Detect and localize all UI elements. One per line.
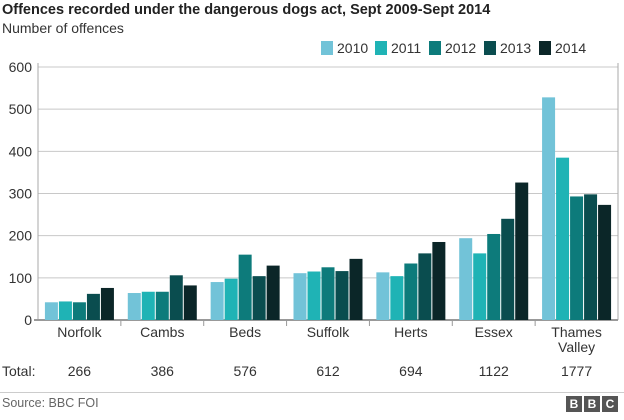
total-value: 694 — [399, 363, 423, 379]
bar-2010-thames-valley — [542, 97, 556, 320]
bar-2010-essex — [459, 238, 473, 320]
bar-2012-suffolk — [321, 267, 335, 320]
legend-swatch — [321, 41, 333, 55]
x-tick-label: Thames — [551, 324, 602, 340]
bar-2010-cambs — [127, 293, 141, 320]
bar-2011-thames-valley — [556, 157, 570, 320]
bar-2011-cambs — [141, 291, 155, 320]
bar-2014-essex — [515, 182, 529, 320]
bar-2010-beds — [210, 282, 224, 320]
bar-2012-thames-valley — [570, 196, 584, 320]
bar-2014-herts — [432, 241, 446, 320]
bar-2013-norfolk — [86, 293, 100, 320]
bar-2013-essex — [501, 218, 515, 320]
y-tick-label: 400 — [9, 143, 33, 159]
totals-label: Total: — [2, 363, 35, 379]
bar-2013-herts — [418, 253, 432, 320]
bar-2014-thames-valley — [598, 204, 612, 320]
x-tick-label: Essex — [475, 324, 513, 340]
bar-2012-cambs — [155, 291, 169, 320]
chart-subtitle: Number of offences — [2, 20, 124, 36]
legend-label: 2013 — [500, 40, 531, 56]
y-tick-label: 300 — [9, 186, 33, 202]
total-value: 1777 — [561, 363, 592, 379]
legend-label: 2014 — [555, 40, 586, 56]
source-note: Source: BBC FOI — [2, 396, 99, 410]
bar-2012-beds — [238, 254, 252, 320]
bar-2011-herts — [390, 276, 404, 320]
divider — [0, 392, 624, 393]
total-value: 266 — [68, 363, 92, 379]
bar-2014-cambs — [183, 285, 197, 320]
bar-2013-suffolk — [335, 271, 349, 320]
bar-2013-beds — [252, 276, 266, 320]
legend-swatch — [429, 41, 441, 55]
x-tick-label: Suffolk — [307, 324, 351, 340]
y-tick-label: 600 — [9, 59, 33, 75]
x-tick-label: Cambs — [140, 324, 184, 340]
bar-2013-cambs — [169, 275, 183, 320]
bar-2010-suffolk — [293, 273, 307, 320]
bar-2011-norfolk — [58, 301, 72, 320]
bar-2010-norfolk — [44, 302, 58, 320]
legend-label: 2011 — [391, 40, 421, 56]
bar-2014-beds — [266, 265, 280, 320]
x-tick-label: Beds — [229, 324, 261, 340]
y-tick-label: 200 — [9, 228, 33, 244]
bar-2011-suffolk — [307, 271, 321, 320]
bar-2012-essex — [487, 233, 501, 320]
bar-2010-herts — [376, 272, 390, 320]
y-tick-label: 500 — [9, 101, 33, 117]
total-value: 1122 — [479, 363, 509, 379]
legend-label: 2010 — [337, 40, 368, 56]
legend-swatch — [539, 41, 551, 55]
total-value: 386 — [151, 363, 175, 379]
total-value: 612 — [316, 363, 340, 379]
x-tick-label: Valley — [558, 339, 595, 355]
chart-title: Offences recorded under the dangerous do… — [2, 2, 491, 18]
bar-2014-norfolk — [100, 287, 114, 320]
bar-2011-beds — [224, 278, 238, 320]
x-tick-label: Herts — [394, 324, 427, 340]
bar-2013-thames-valley — [584, 194, 598, 320]
bar-2012-norfolk — [72, 302, 86, 320]
bar-2011-essex — [473, 253, 487, 320]
bar-2012-herts — [404, 263, 418, 320]
x-tick-label: Norfolk — [57, 324, 102, 340]
legend-swatch — [375, 41, 387, 55]
legend-swatch — [484, 41, 496, 55]
y-tick-label: 0 — [24, 312, 32, 328]
y-tick-label: 100 — [9, 270, 33, 286]
legend-label: 2012 — [445, 40, 476, 56]
total-value: 576 — [233, 363, 257, 379]
bar-2014-suffolk — [349, 258, 363, 320]
